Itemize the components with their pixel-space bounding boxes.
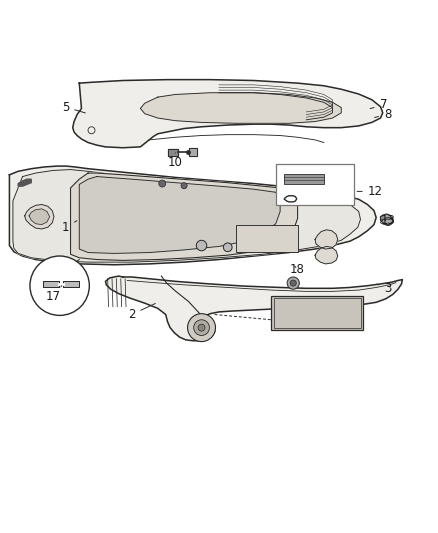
Circle shape	[159, 180, 166, 187]
Circle shape	[181, 183, 187, 189]
Bar	[189, 148, 197, 157]
Polygon shape	[381, 214, 393, 225]
Polygon shape	[141, 93, 341, 123]
Text: 17: 17	[46, 286, 62, 303]
Circle shape	[290, 280, 296, 286]
Polygon shape	[29, 209, 49, 224]
Text: 12: 12	[357, 185, 383, 198]
Bar	[168, 149, 178, 156]
Bar	[189, 148, 197, 157]
Bar	[63, 281, 79, 287]
Polygon shape	[71, 173, 297, 261]
Circle shape	[287, 277, 299, 289]
Polygon shape	[73, 79, 383, 148]
Bar	[274, 298, 361, 328]
Bar	[285, 174, 324, 183]
Bar	[42, 281, 59, 287]
Polygon shape	[79, 176, 280, 253]
Circle shape	[198, 324, 205, 331]
Polygon shape	[13, 169, 360, 262]
Text: 3: 3	[377, 282, 392, 295]
Circle shape	[194, 320, 209, 335]
Polygon shape	[10, 166, 376, 265]
Text: 10: 10	[168, 153, 183, 169]
Bar	[42, 281, 59, 287]
Bar	[168, 149, 178, 156]
Circle shape	[196, 240, 207, 251]
Bar	[237, 225, 297, 252]
Polygon shape	[315, 246, 338, 264]
Polygon shape	[315, 230, 338, 249]
Polygon shape	[25, 205, 54, 229]
Text: 13: 13	[381, 214, 396, 227]
Polygon shape	[18, 179, 31, 186]
Circle shape	[187, 313, 215, 342]
Polygon shape	[106, 276, 403, 341]
Bar	[276, 164, 354, 205]
Circle shape	[223, 243, 232, 252]
Text: 5: 5	[62, 101, 85, 114]
Bar	[272, 296, 363, 330]
Text: 1: 1	[62, 221, 77, 233]
Circle shape	[30, 256, 89, 316]
Text: 2: 2	[128, 303, 155, 321]
Bar	[63, 281, 79, 287]
Text: 8: 8	[374, 108, 392, 121]
Text: 18: 18	[290, 263, 305, 277]
Text: 7: 7	[370, 99, 387, 111]
